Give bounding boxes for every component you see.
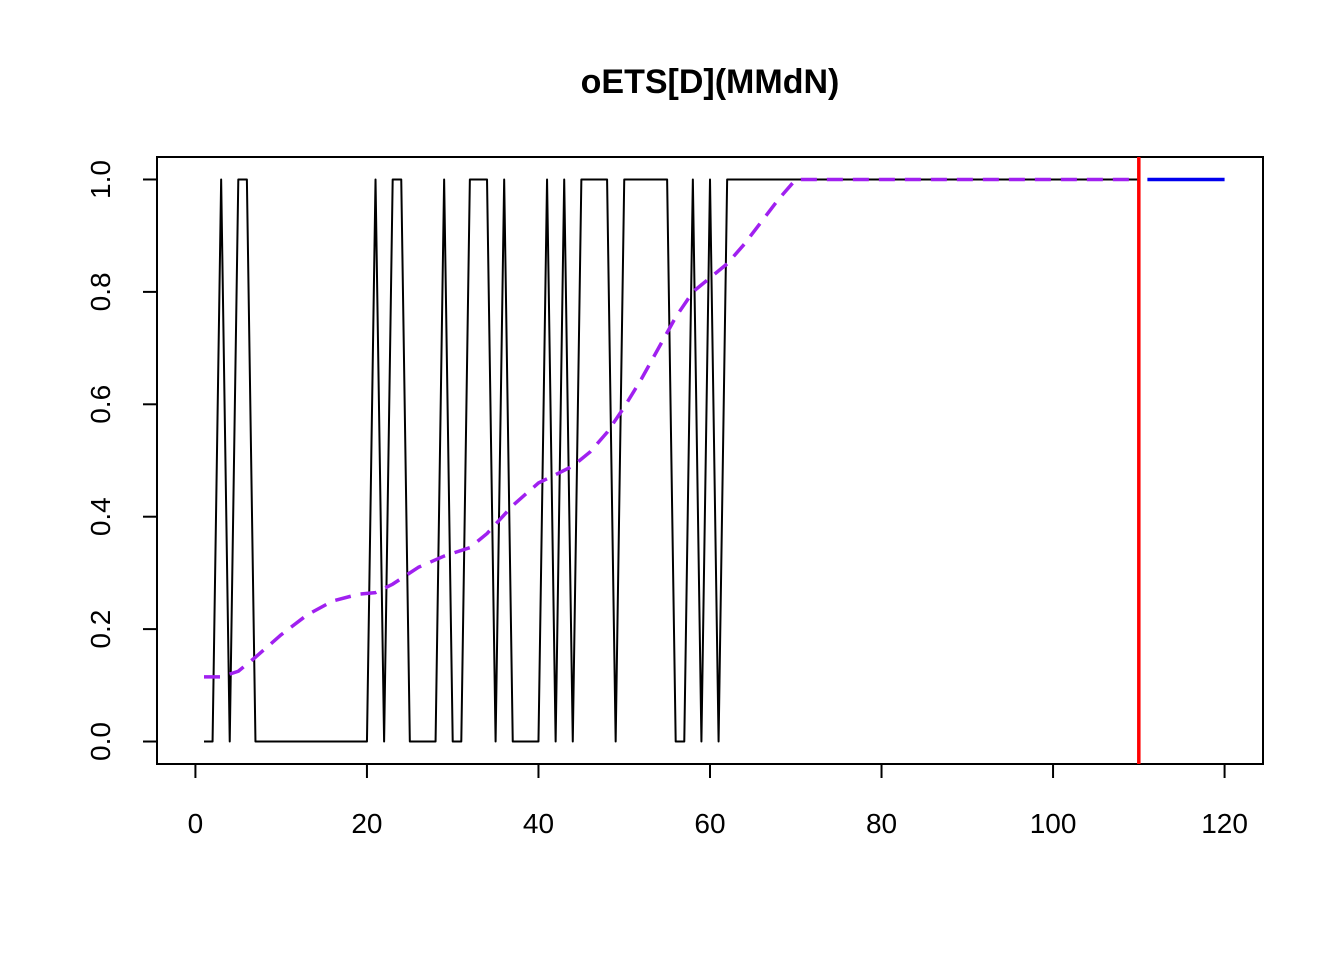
series-line-2 xyxy=(204,177,1139,679)
chart-title: oETS[D](MMdN) xyxy=(581,63,840,101)
x-tick-label: 60 xyxy=(694,808,725,839)
x-tick-label: 0 xyxy=(188,808,204,839)
y-tick-label: 1.0 xyxy=(85,160,116,199)
series-line-1 xyxy=(204,178,1139,743)
x-tick-label: 100 xyxy=(1030,808,1077,839)
y-tick-label: 0.6 xyxy=(85,385,116,424)
x-tick-label: 120 xyxy=(1201,808,1248,839)
x-axis: 0 20 40 60 80 100 120 xyxy=(188,763,1248,839)
x-tick-label: 20 xyxy=(351,808,382,839)
y-axis: 0.0 0.2 0.4 0.6 0.8 1.0 xyxy=(85,160,158,761)
y-tick-label: 0.8 xyxy=(85,272,116,311)
y-tick-label: 0.4 xyxy=(85,497,116,536)
y-tick-label: 0.0 xyxy=(85,722,116,761)
x-tick-label: 40 xyxy=(523,808,554,839)
plot-frame xyxy=(156,156,1264,765)
y-tick-label: 0.2 xyxy=(85,610,116,649)
x-tick-label: 80 xyxy=(866,808,897,839)
